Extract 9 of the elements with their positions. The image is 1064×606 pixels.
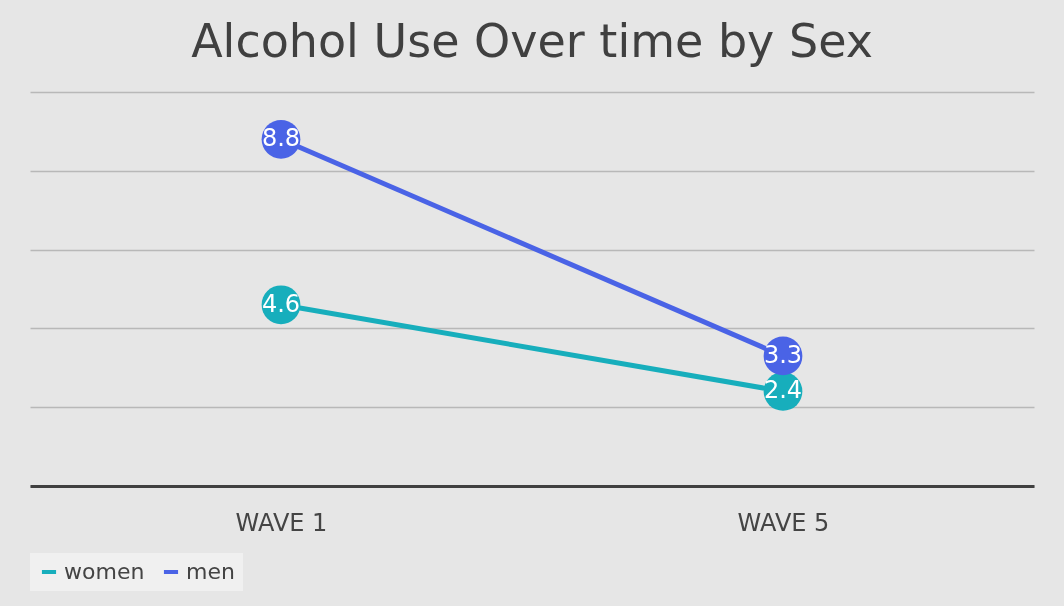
data-label: 2.4 [763, 376, 803, 405]
legend-label: women [64, 559, 145, 584]
data-label: 4.6 [261, 289, 301, 318]
data-label: 8.8 [261, 124, 301, 153]
legend-label: men [186, 559, 235, 584]
x-tick-label: WAVE 1 [235, 508, 328, 537]
chart-title: Alcohol Use Over time by Sex [191, 14, 873, 68]
x-tick-label: WAVE 5 [737, 508, 830, 537]
data-label: 3.3 [763, 340, 803, 369]
